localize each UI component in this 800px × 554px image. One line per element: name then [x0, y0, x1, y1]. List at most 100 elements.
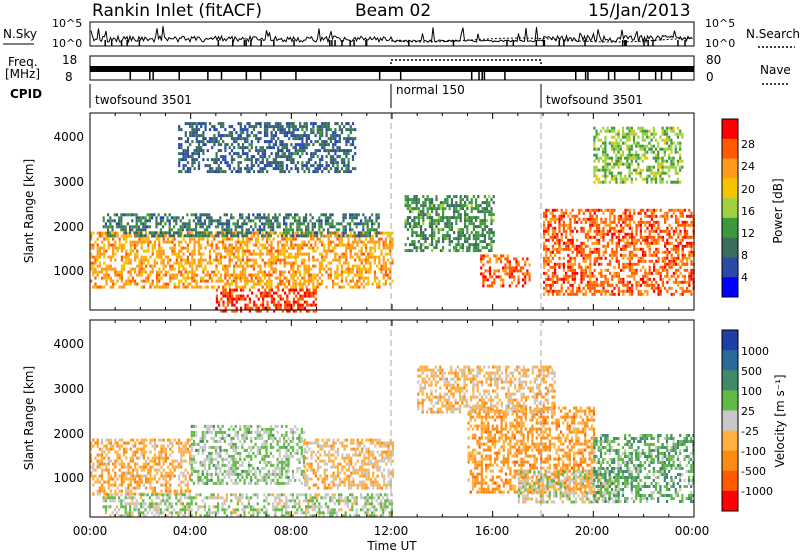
data-cell — [230, 158, 234, 162]
data-cell — [622, 265, 625, 269]
data-cell — [318, 134, 322, 138]
data-cell — [369, 246, 372, 250]
data-cell — [358, 237, 361, 241]
data-cell — [276, 225, 279, 229]
data-cell — [347, 240, 350, 244]
n-sky-label: N.Sky — [3, 27, 37, 41]
data-cell — [145, 255, 148, 259]
data-cell — [261, 285, 264, 289]
data-cell — [562, 220, 565, 224]
data-cell — [268, 270, 271, 274]
data-cell — [107, 228, 110, 232]
data-cell — [657, 259, 660, 263]
data-cell — [648, 235, 651, 239]
data-cell — [417, 207, 420, 211]
data-cell — [688, 235, 691, 239]
data-cell — [294, 234, 297, 238]
data-cell — [373, 243, 376, 247]
data-cell — [642, 253, 645, 257]
data-cell — [230, 161, 234, 165]
data-cell — [156, 237, 159, 241]
data-cell — [342, 225, 345, 229]
data-cell — [318, 231, 321, 235]
data-cell — [521, 272, 525, 276]
data-cell — [437, 207, 440, 211]
data-cell — [186, 249, 189, 253]
data-cell — [515, 269, 518, 273]
data-cell — [285, 158, 289, 162]
data-cell — [387, 243, 390, 247]
data-cell — [129, 249, 132, 253]
data-cell — [659, 274, 662, 278]
data-cell — [208, 122, 212, 126]
data-cell — [272, 267, 275, 271]
nave-line — [390, 59, 542, 72]
data-cell — [580, 289, 583, 293]
data-cell — [299, 122, 302, 126]
data-cell — [140, 270, 143, 274]
data-cell — [252, 243, 255, 247]
data-cell — [124, 231, 127, 235]
data-cell — [611, 241, 614, 245]
data-cell — [226, 134, 229, 138]
data-cell — [472, 228, 475, 232]
data-cell — [389, 270, 392, 274]
data-cell — [262, 306, 265, 310]
data-cell — [599, 180, 603, 184]
data-cell — [285, 237, 288, 241]
data-cell — [283, 276, 286, 280]
data-cell — [580, 277, 583, 281]
data-cell — [455, 204, 458, 208]
data-cell — [466, 198, 469, 202]
data-cell — [275, 303, 278, 307]
data-cell — [92, 246, 95, 250]
data-cell — [589, 289, 592, 293]
data-cell — [567, 244, 570, 248]
data-cell — [215, 264, 218, 268]
data-cell — [144, 225, 147, 229]
data-cell — [404, 225, 407, 229]
data-cell — [554, 217, 557, 221]
data-cell — [136, 282, 139, 286]
data-cell — [262, 291, 265, 295]
data-cell — [409, 249, 412, 253]
data-cell — [142, 261, 145, 265]
data-cell — [639, 268, 642, 272]
frequency-panel: Freq. [MHz] 18 8 80 0 Nave — [5, 53, 791, 85]
data-cell — [584, 217, 587, 221]
data-cell — [272, 143, 275, 147]
data-cell — [681, 253, 684, 257]
data-cell — [133, 231, 136, 235]
data-cell — [464, 225, 467, 229]
data-cell — [269, 222, 272, 226]
data-cell — [639, 171, 642, 175]
data-cell — [255, 294, 258, 298]
data-cell — [179, 231, 182, 235]
data-cell — [138, 267, 141, 271]
data-cell — [384, 243, 387, 247]
data-cell — [162, 234, 165, 238]
data-cell — [180, 249, 183, 253]
data-cell — [549, 283, 552, 287]
data-cell — [257, 306, 260, 310]
data-cell — [217, 131, 220, 135]
data-cell — [506, 266, 509, 270]
data-cell — [606, 153, 609, 157]
data-cell — [136, 273, 139, 277]
data-cell — [593, 153, 596, 157]
data-cell — [404, 195, 407, 199]
data-cell — [307, 222, 310, 226]
data-cell — [628, 262, 631, 266]
data-cell — [426, 237, 429, 241]
data-cell — [164, 213, 167, 217]
data-cell — [220, 297, 223, 301]
data-cell — [630, 162, 633, 166]
data-cell — [147, 279, 150, 283]
data-cell — [202, 140, 205, 144]
data-cell — [296, 222, 299, 226]
data-cell — [325, 131, 328, 135]
data-cell — [497, 269, 500, 273]
data-cell — [268, 282, 271, 286]
data-cell — [193, 246, 196, 250]
data-cell — [654, 177, 658, 181]
